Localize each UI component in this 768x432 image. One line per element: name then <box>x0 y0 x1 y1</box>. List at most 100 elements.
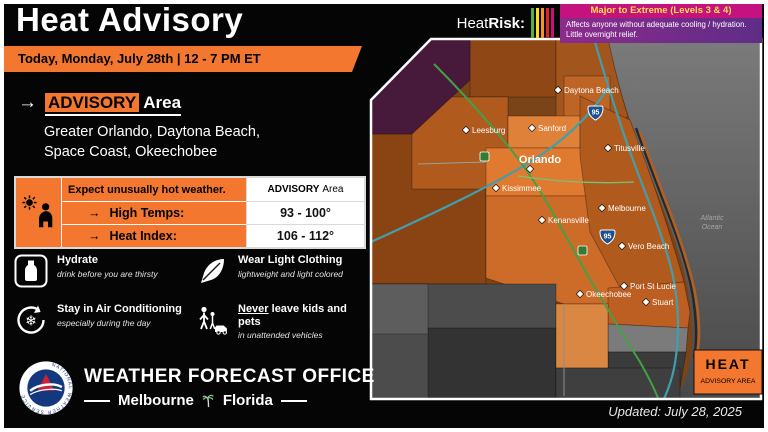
svg-text:❄: ❄ <box>25 313 37 329</box>
heatrisk-level-box: Major to Extreme (Levels 3 & 4) Affects … <box>560 3 762 44</box>
heatrisk-legend: HeatRisk: Major to Extreme (Levels 3 & 4… <box>457 3 762 44</box>
map-city: Titusville <box>603 143 645 153</box>
table-header-left: Expect unusually hot weather. <box>62 178 246 201</box>
table-row-value: 93 - 100° <box>246 201 364 224</box>
city-marker-icon <box>617 241 627 251</box>
tip-title: Stay in Air Conditioning <box>57 303 182 315</box>
row-label-text: Heat Index: <box>109 229 177 243</box>
tip-desc: drink before you are thirsty <box>57 268 158 279</box>
heatrisk-scale-stripe <box>546 8 549 39</box>
city-marker-icon <box>641 297 651 307</box>
interstate-95-road <box>592 39 680 399</box>
heatrisk-scale-stripe <box>551 8 554 39</box>
city-marker-icon <box>491 183 501 193</box>
city-marker-icon <box>525 164 535 174</box>
tip-title: Hydrate <box>57 254 98 266</box>
snowflake-icon: ❄ <box>17 305 45 334</box>
table-header-right-rest: Area <box>322 184 344 195</box>
legend-subtitle: ADVISORY AREA <box>701 378 756 385</box>
city-labels: Daytona Beach Leesburg Sanford Titusvill… <box>461 85 676 307</box>
ocean-label: Ocean <box>702 224 723 231</box>
palm-tree-icon <box>202 394 214 408</box>
city-label: Melbourne <box>608 204 646 213</box>
row-label-text: High Temps: <box>109 206 185 220</box>
heatrisk-scale-stripe <box>541 8 544 39</box>
city-marker-icon <box>527 123 537 133</box>
tip-desc: lightweight and light colored <box>238 268 343 279</box>
tip-title: Wear Light Clothing <box>238 254 343 266</box>
legend-title: HEAT <box>705 356 750 372</box>
interstate-95-shield-icon: 95 <box>599 229 616 245</box>
barrier-island <box>638 131 701 355</box>
water-bottle-icon <box>14 254 48 288</box>
office-location: Melbourne Florida <box>84 392 307 409</box>
tip-vehicles: Never leave kids and pets in unattended … <box>195 303 366 340</box>
advisory-area-line: Space Coast, Okeechobee <box>44 143 218 160</box>
heatrisk-label: HeatRisk: <box>457 15 525 32</box>
arrow-icon: → <box>18 92 37 113</box>
map-city: Kissimmee <box>491 183 542 193</box>
date-time-bar: Today, Monday, July 28th | 12 - 7 PM ET <box>4 46 362 72</box>
table-row-label: → High Temps: <box>62 201 246 224</box>
heatrisk-level-desc: Affects anyone without adequate cooling … <box>560 18 762 44</box>
city-label: Orlando <box>519 154 561 166</box>
office-title: WEATHER FORECAST OFFICE <box>84 366 375 387</box>
office-city: Melbourne <box>118 392 194 409</box>
city-marker-icon <box>603 143 613 153</box>
kids-pets-vehicle-icon <box>199 306 227 335</box>
map-city: Kenansville <box>537 215 589 225</box>
advisory-area-list: Greater Orlando, Daytona Beach, Space Co… <box>44 123 260 162</box>
arrow-icon: → <box>88 229 101 243</box>
map-legend: HEAT ADVISORY AREA <box>693 349 763 395</box>
heatrisk-scale-icon <box>531 8 554 39</box>
feather-icon <box>201 259 224 283</box>
city-label: Sanford <box>538 124 566 133</box>
city-label: Titusville <box>614 144 645 153</box>
table-row-value: 106 - 112° <box>246 224 364 247</box>
turnpike-road <box>433 63 659 399</box>
city-label: Leesburg <box>472 126 505 135</box>
city-marker-icon <box>537 215 547 225</box>
table-header-right-bold: ADVISORY <box>267 184 320 195</box>
arrow-icon: → <box>88 206 101 220</box>
city-marker-icon <box>619 281 629 291</box>
divider <box>84 399 110 402</box>
city-marker-icon <box>461 125 471 135</box>
map-city: Daytona Beach <box>553 85 619 95</box>
city-label: Port St Lucie <box>630 282 676 291</box>
city-marker-icon <box>553 85 563 95</box>
page-title: Heat Advisory <box>16 1 244 38</box>
office-state: Florida <box>222 392 273 409</box>
map-city: Port St Lucie <box>619 281 676 291</box>
heatrisk-level-title: Major to Extreme (Levels 3 & 4) <box>560 3 762 18</box>
city-marker-icon <box>597 203 607 213</box>
table-header-right: ADVISORY Area <box>246 178 364 201</box>
city-marker-icon <box>575 289 585 299</box>
advisory-area-line: Greater Orlando, Daytona Beach, <box>44 124 261 140</box>
lagoon <box>634 127 698 359</box>
map-city: Leesburg <box>461 125 505 135</box>
tip-title: Never leave kids and pets <box>238 303 366 328</box>
advisory-area-block: → ADVISORY Area Greater Orlando, Daytona… <box>18 92 260 162</box>
interstate-4-road <box>371 87 609 244</box>
tip-title-rest: leave kids and pets <box>238 303 347 328</box>
florida-advisory-map: 95 95 Daytona Beach Leesburg Sanford Tit… <box>369 37 763 401</box>
county-shading <box>371 39 691 399</box>
map-panel: 95 95 Daytona Beach Leesburg Sanford Tit… <box>368 36 764 402</box>
svg-text:95: 95 <box>592 110 600 117</box>
heatrisk-scale-stripe <box>531 8 534 39</box>
advisory-highlight: ADVISORY <box>45 93 140 112</box>
ocean-label: Atlantic <box>700 215 724 222</box>
divider <box>280 399 307 402</box>
city-label: Kissimmee <box>502 184 542 193</box>
map-city: Melbourne <box>597 203 646 213</box>
nws-logo: NATIONAL WEATHER SERVICE <box>18 360 74 421</box>
map-city: Sanford <box>527 123 566 133</box>
map-city: Vero Beach <box>617 241 669 251</box>
advisory-heading-rest: Area <box>139 93 182 112</box>
map-border <box>369 37 763 401</box>
conditions-table: Expect unusually hot weather. ADVISORY Ar… <box>14 176 366 249</box>
turnpike-shield-icon <box>577 245 588 256</box>
city-label: Kenansville <box>548 216 589 225</box>
